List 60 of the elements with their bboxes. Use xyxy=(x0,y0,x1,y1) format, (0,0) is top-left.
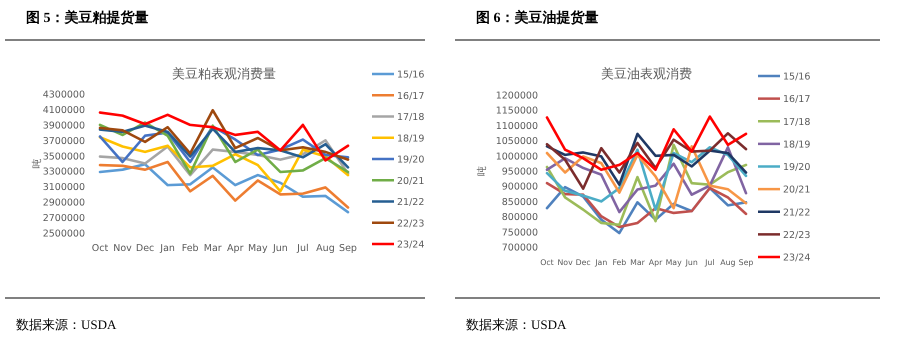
y-tick-label: 3100000 xyxy=(42,182,85,194)
x-tick-label: Jun xyxy=(272,243,288,254)
y-axis-title: 吨 xyxy=(31,158,43,168)
x-tick-label: Mar xyxy=(204,243,222,254)
chart-title: 美豆粕表观消费量 xyxy=(172,66,276,82)
y-tick-label: 900000 xyxy=(502,182,538,193)
x-tick-label: May xyxy=(248,243,268,254)
legend-label: 16/17 xyxy=(783,94,810,106)
source-note: 数据来源：USDA xyxy=(466,317,568,332)
x-tick-label: Dec xyxy=(136,243,154,254)
x-tick-label: Nov xyxy=(113,243,132,254)
x-tick-label: Jan xyxy=(159,243,175,254)
legend-label: 15/16 xyxy=(397,70,424,80)
legend-label: 20/21 xyxy=(397,176,424,187)
y-tick-label: 2500000 xyxy=(42,228,85,240)
y-tick-label: 750000 xyxy=(502,227,538,238)
y-tick-label: 2700000 xyxy=(42,213,85,224)
legend-label: 21/22 xyxy=(397,197,424,208)
y-tick-label: 950000 xyxy=(502,166,538,178)
legend-label: 18/19 xyxy=(783,139,810,150)
y-tick-label: 2900000 xyxy=(42,198,85,209)
y-tick-label: 3900000 xyxy=(42,120,85,132)
y-axis-title: 吨 xyxy=(476,166,488,176)
y-tick-label: 4100000 xyxy=(42,104,85,116)
legend-label: 20/21 xyxy=(783,184,810,196)
y-tick-label: 850000 xyxy=(502,196,538,208)
y-tick-label: 1200000 xyxy=(496,90,538,102)
y-tick-label: 1050000 xyxy=(496,136,538,148)
legend-label: 16/17 xyxy=(397,90,424,102)
caption: 图 5：美豆粕提货量 xyxy=(26,9,148,26)
x-tick-label: Sep xyxy=(339,243,357,254)
legend-label: 15/16 xyxy=(783,72,810,82)
y-tick-label: 700000 xyxy=(502,242,538,254)
legend-label: 19/20 xyxy=(397,154,424,166)
x-tick-label: Aug xyxy=(316,243,335,254)
legend-label: 23/24 xyxy=(397,240,424,250)
x-tick-label: Feb xyxy=(182,243,199,254)
x-tick-label: Jul xyxy=(296,243,309,254)
legend-label: 21/22 xyxy=(783,207,810,218)
legend-label: 17/18 xyxy=(783,116,810,128)
legend-label: 23/24 xyxy=(783,252,810,264)
line-series xyxy=(546,115,748,172)
y-tick-label: 3700000 xyxy=(42,136,85,147)
y-tick-label: 1100000 xyxy=(496,120,538,132)
source-note: 数据来源：USDA xyxy=(16,317,118,332)
legend-label: 17/18 xyxy=(397,112,424,123)
legend-label: 19/20 xyxy=(783,162,810,173)
chart-title: 美豆油表观消费 xyxy=(601,66,692,82)
x-tick-label: Oct xyxy=(92,243,108,254)
legend-label: 18/19 xyxy=(397,133,424,144)
y-tick-label: 3300000 xyxy=(42,166,85,178)
y-tick-label: 800000 xyxy=(502,212,538,224)
y-tick-label: 1000000 xyxy=(496,151,538,162)
legend-label: 22/23 xyxy=(397,218,424,230)
y-tick-label: 3500000 xyxy=(42,151,85,162)
caption: 图 6：美豆油提货量 xyxy=(476,9,598,26)
y-tick-label: 4300000 xyxy=(42,90,85,100)
legend-label: 22/23 xyxy=(783,230,810,241)
x-tick-label: Apr xyxy=(227,243,244,254)
y-tick-label: 1150000 xyxy=(496,106,538,117)
